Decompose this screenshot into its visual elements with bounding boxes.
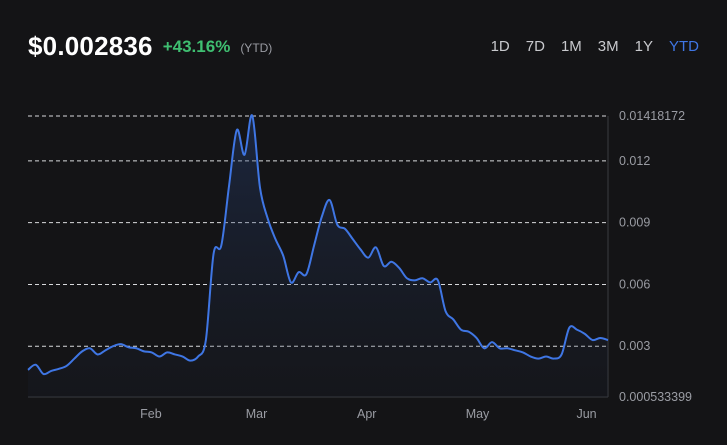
x-tick-label: Mar <box>246 407 268 421</box>
time-range-tabs: 1D 7D 1M 3M 1Y YTD <box>483 34 707 59</box>
x-tick-label: Apr <box>357 407 376 421</box>
y-tick-label: 0.012 <box>619 154 650 168</box>
y-tick-labels: 0.01418172 0.012 0.009 0.006 0.003 0.00053339… <box>619 109 692 404</box>
y-tick-label: 0.01418172 <box>619 109 685 123</box>
range-tab-1m[interactable]: 1M <box>553 34 590 59</box>
y-tick-label: 0.003 <box>619 339 650 353</box>
range-tab-1y[interactable]: 1Y <box>627 34 661 59</box>
period-tag: (YTD) <box>240 40 273 55</box>
x-tick-label: Jun <box>576 407 596 421</box>
range-tab-7d[interactable]: 7D <box>518 34 553 59</box>
range-tab-1d[interactable]: 1D <box>483 34 518 59</box>
y-tick-label: 0.009 <box>619 216 650 230</box>
chart-header: $0.002836 +43.16% (YTD) 1D 7D 1M 3M 1Y Y… <box>28 28 707 64</box>
y-tick-label: 0.000533399 <box>619 390 692 404</box>
x-tick-labels: Feb Mar Apr May Jun <box>140 407 596 421</box>
price-area <box>28 115 608 397</box>
x-tick-label: Feb <box>140 407 162 421</box>
x-tick-label: May <box>466 407 490 421</box>
current-price: $0.002836 <box>28 30 153 61</box>
range-tab-ytd[interactable]: YTD <box>661 34 707 59</box>
price-change-percent: +43.16% <box>162 37 231 56</box>
price-line <box>27 114 609 376</box>
range-tab-3m[interactable]: 3M <box>590 34 627 59</box>
y-tick-label: 0.006 <box>619 277 650 291</box>
